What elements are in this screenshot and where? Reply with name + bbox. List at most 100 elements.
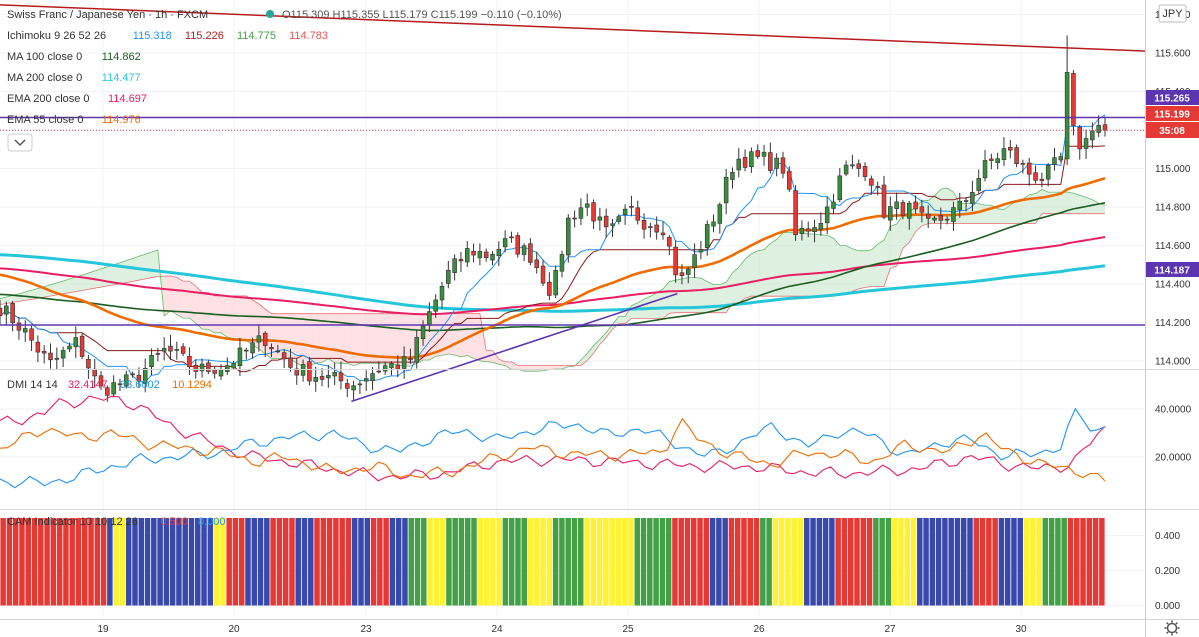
cam-bar [383, 518, 389, 606]
cam-bar [835, 518, 841, 606]
time-axis[interactable]: 19 20 23 24 25 26 27 30 [97, 624, 1027, 635]
candle [0, 300, 3, 326]
legend-row[interactable]: Ichimoku 9 26 52 26 115.318 115.226 114.775… [7, 30, 328, 42]
cam-bar [439, 518, 446, 606]
candle [888, 196, 893, 231]
candle [446, 260, 451, 289]
candle [856, 159, 862, 177]
cam-bar [1017, 518, 1023, 606]
candle [559, 250, 565, 278]
price-tick-label: 115.600 [1155, 49, 1191, 60]
cloud-segment [473, 313, 480, 361]
candle [149, 348, 154, 376]
cloud-segment [745, 253, 752, 299]
cam-bar [31, 518, 38, 606]
cloud-segment [113, 262, 120, 285]
cam-bar [584, 518, 590, 606]
cam-bar [38, 518, 44, 606]
candle [161, 337, 167, 361]
legend-value: 114.862 [102, 51, 141, 63]
cloud-segment [119, 260, 127, 284]
candle [963, 197, 969, 212]
cloud-segment [675, 278, 682, 313]
cloud-segment [599, 332, 607, 345]
cam-bar [119, 518, 126, 606]
dmi-legend[interactable]: DMI 14 14 32.4147 33.6002 10.1294 [7, 379, 212, 391]
cloud-segment [808, 233, 815, 297]
legend-row[interactable]: MA 100 close 0 114.862 [7, 51, 141, 63]
gear-icon[interactable] [1164, 620, 1180, 636]
cam-bar [326, 518, 333, 606]
candle [433, 294, 438, 318]
cam-bar [490, 518, 496, 606]
candle [382, 361, 388, 375]
candle [1071, 70, 1076, 136]
chart-header: Swiss Franc / Japanese Yen · 1h · FXCM O… [7, 9, 562, 21]
candle [540, 259, 546, 287]
cam-bar [113, 518, 119, 606]
price-tick-label: 114.800 [1155, 203, 1191, 214]
cam-bar [88, 518, 94, 606]
support-trendline[interactable] [351, 292, 678, 403]
cloud-segment [353, 313, 360, 366]
price-tick-label: 114.600 [1155, 241, 1191, 252]
legend-value: 115.318 [133, 30, 172, 42]
cam-bar [935, 518, 942, 606]
legend-value: 114.775 [237, 30, 276, 42]
cloud-segment [770, 239, 777, 297]
dmi-tick-label: 20.0000 [1155, 453, 1192, 464]
candle [584, 193, 590, 216]
candle [660, 221, 666, 240]
candle [1026, 157, 1032, 186]
resistance-trendline[interactable] [0, 4, 1146, 52]
cloud-segment [265, 308, 272, 359]
cam-bar [979, 518, 986, 606]
ohlc-readout: O115.309 H115.355 L115.179 C115.199 −0.1… [282, 9, 562, 21]
cam-bar [295, 518, 301, 606]
cloud-segment [454, 313, 461, 357]
cam-bar [986, 518, 992, 606]
cloud-segment [890, 224, 897, 269]
candle [780, 151, 786, 179]
cloud-segment [694, 277, 701, 313]
cloud-segment [1010, 200, 1017, 224]
cloud-segment [511, 361, 518, 370]
cam-bar [653, 518, 659, 606]
legend-collapse-button[interactable] [7, 133, 33, 152]
candle [389, 361, 394, 376]
cam-bar [427, 518, 433, 606]
candle [894, 192, 899, 220]
price-axis[interactable]: 115.800115.600115.400115.200115.000114.8… [1155, 10, 1192, 612]
cam-bar [829, 518, 835, 606]
cam-bar [879, 518, 885, 606]
price-tag-last: 115.199 [1146, 106, 1199, 121]
candle [231, 361, 236, 370]
candle [313, 367, 318, 392]
candle [10, 300, 15, 332]
candle [566, 214, 571, 263]
candle [307, 356, 312, 386]
legend-row[interactable]: EMA 55 close 0 114.976 [7, 114, 141, 126]
symbol-title[interactable]: Swiss Franc / Japanese Yen · 1h · FXCM [7, 9, 208, 21]
indicator-lines [0, 114, 1106, 383]
candle [1014, 144, 1019, 168]
cloud-segment [69, 277, 76, 293]
cam-bar [527, 518, 534, 606]
cam-bar [1067, 518, 1074, 606]
candle [351, 380, 356, 401]
legend-row[interactable]: MA 200 close 0 114.477 [7, 72, 141, 84]
cam-bar [847, 518, 854, 606]
currency-badge[interactable]: JPY [1158, 4, 1187, 23]
cloud-segment [176, 277, 184, 319]
cloud-segment [498, 359, 506, 366]
cam-legend[interactable]: CAM Indicator 10 10 12 26 0.500 0.000 [7, 516, 226, 528]
cloud-segment [833, 238, 840, 297]
legend-row[interactable]: EMA 200 close 0 114.697 [7, 93, 147, 105]
cloud-segment [1029, 193, 1036, 224]
candle [774, 153, 779, 177]
indicator-legend[interactable]: Ichimoku 9 26 52 26 115.318 115.226 114.775… [7, 30, 328, 126]
cam-bar [791, 518, 797, 606]
candle [452, 254, 457, 281]
cam-bar [760, 518, 766, 606]
